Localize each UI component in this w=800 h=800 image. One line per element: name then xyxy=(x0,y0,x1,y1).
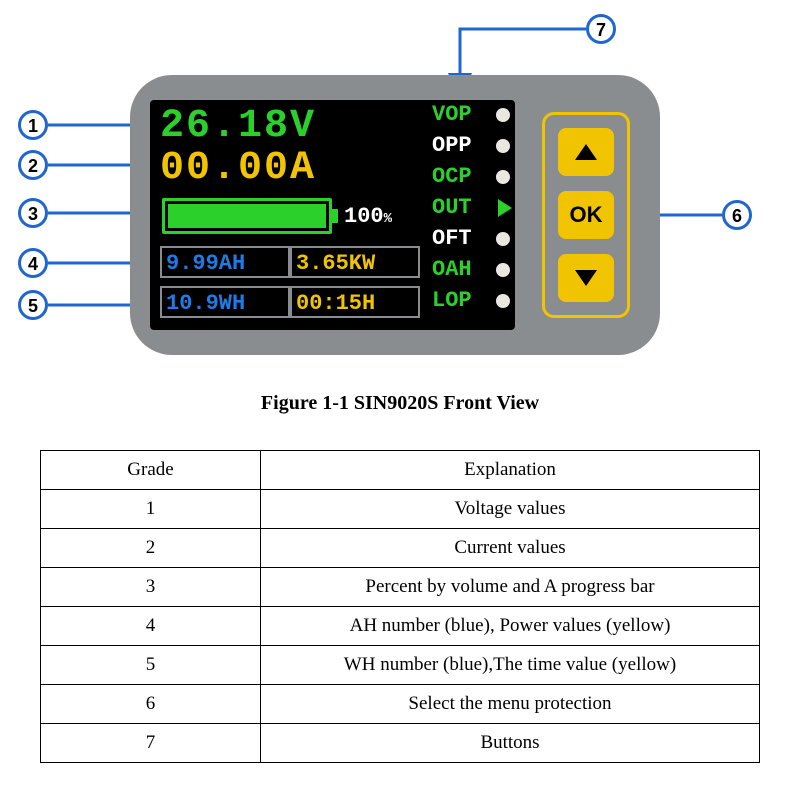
battery-percent-number: 100 xyxy=(344,204,384,229)
time-value: 00:15H xyxy=(290,286,420,318)
table-cell-grade: 1 xyxy=(41,490,261,529)
flag-opp: OPP xyxy=(432,133,512,161)
table-cell-grade: 4 xyxy=(41,607,261,646)
table-header-grade: Grade xyxy=(41,451,261,490)
current-readout: 00.00A xyxy=(160,146,316,191)
table-cell-explanation: Current values xyxy=(261,529,760,568)
power-value: 3.65KW xyxy=(290,246,420,278)
table-row: 2Current values xyxy=(41,529,760,568)
table-cell-explanation: AH number (blue), Power values (yellow) xyxy=(261,607,760,646)
table-cell-explanation: Buttons xyxy=(261,724,760,763)
battery-fill xyxy=(168,204,326,228)
flag-vop: VOP xyxy=(432,102,512,130)
arrow-up-icon xyxy=(575,144,597,160)
ah-value: 9.99AH xyxy=(160,246,290,278)
button-cluster: OK xyxy=(542,112,630,318)
table-cell-explanation: Percent by volume and A progress bar xyxy=(261,568,760,607)
ok-button[interactable]: OK xyxy=(558,191,614,239)
callout-1: 1 xyxy=(18,110,48,140)
ok-button-label: OK xyxy=(570,202,603,228)
callout-3: 3 xyxy=(18,198,48,228)
battery-row: 100% xyxy=(162,196,422,236)
table-row: 3Percent by volume and A progress bar xyxy=(41,568,760,607)
callout-6: 6 xyxy=(722,200,752,230)
figure-canvas: 26.18V 00.00A 100% 9.99AH 3.65KW 10.9WH … xyxy=(0,0,800,800)
table-header-explanation: Explanation xyxy=(261,451,760,490)
callout-2: 2 xyxy=(18,150,48,180)
flag-indicator-icon xyxy=(496,232,510,246)
table-row: 4AH number (blue), Power values (yellow) xyxy=(41,607,760,646)
table-row: 7Buttons xyxy=(41,724,760,763)
legend-table: Grade Explanation 1Voltage values2Curren… xyxy=(40,450,760,763)
callout-5: 5 xyxy=(18,290,48,320)
table-cell-explanation: Voltage values xyxy=(261,490,760,529)
flag-indicator-icon xyxy=(496,263,510,277)
arrow-down-icon xyxy=(575,270,597,286)
table-cell-grade: 3 xyxy=(41,568,261,607)
battery-outline xyxy=(162,198,332,234)
flag-lop: LOP xyxy=(432,288,512,316)
flag-indicator-icon xyxy=(496,139,510,153)
table-cell-grade: 7 xyxy=(41,724,261,763)
table-row: 5WH number (blue),The time value (yellow… xyxy=(41,646,760,685)
table-row: 6Select the menu protection xyxy=(41,685,760,724)
flag-ocp: OCP xyxy=(432,164,512,192)
table-cell-grade: 2 xyxy=(41,529,261,568)
flag-oah: OAH xyxy=(432,257,512,285)
down-button[interactable] xyxy=(558,254,614,302)
flag-out: OUT xyxy=(432,195,512,223)
battery-percent: 100% xyxy=(344,204,392,229)
flag-indicator-icon xyxy=(498,199,512,217)
callout-7: 7 xyxy=(586,14,616,44)
callout-4: 4 xyxy=(18,248,48,278)
flag-indicator-icon xyxy=(496,170,510,184)
figure-caption: Figure 1-1 SIN9020S Front View xyxy=(0,392,800,415)
table-cell-explanation: WH number (blue),The time value (yellow) xyxy=(261,646,760,685)
voltage-readout: 26.18V xyxy=(160,104,316,149)
up-button[interactable] xyxy=(558,128,614,176)
flag-indicator-icon xyxy=(496,108,510,122)
flag-indicator-icon xyxy=(496,294,510,308)
table-row: 1Voltage values xyxy=(41,490,760,529)
table-cell-explanation: Select the menu protection xyxy=(261,685,760,724)
wh-value: 10.9WH xyxy=(160,286,290,318)
table-cell-grade: 5 xyxy=(41,646,261,685)
flag-oft: OFT xyxy=(432,226,512,254)
battery-percent-suffix: % xyxy=(384,211,392,227)
table-cell-grade: 6 xyxy=(41,685,261,724)
